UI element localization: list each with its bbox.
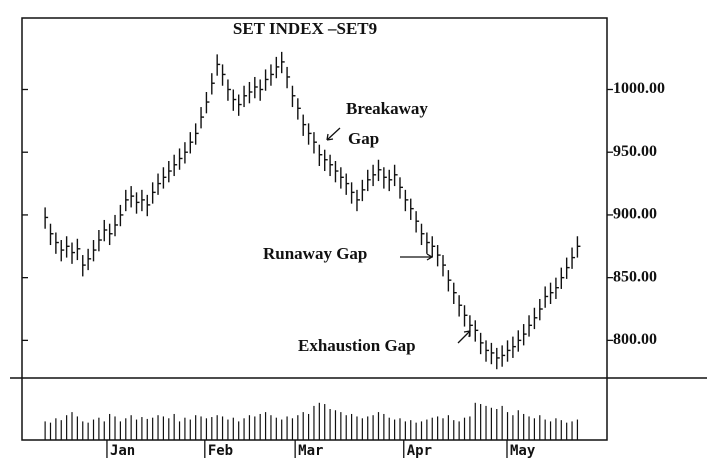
- x-tick-label: May: [510, 443, 536, 459]
- arrows: [326, 127, 471, 344]
- annotation: Breakaway: [346, 99, 428, 118]
- y-tick-label: 950.00: [613, 143, 657, 160]
- x-tick-label: Jan: [110, 443, 135, 459]
- arrow: [400, 253, 433, 261]
- x-tick-label: Mar: [298, 443, 323, 459]
- annotation: Gap: [348, 129, 379, 148]
- chart-title: SET INDEX –SET9: [233, 19, 377, 38]
- x-tick-label: Feb: [208, 443, 233, 459]
- annotation: Exhaustion Gap: [298, 336, 416, 355]
- annotation: Runaway Gap: [263, 244, 367, 263]
- arrow: [457, 330, 471, 344]
- y-tick-label: 1000.00: [613, 80, 665, 97]
- x-tick-label: Apr: [407, 443, 432, 459]
- y-tick-label: 800.00: [613, 331, 657, 348]
- arrow: [326, 127, 341, 141]
- y-tick-label: 900.00: [613, 206, 657, 223]
- y-tick-label: 850.00: [613, 268, 657, 285]
